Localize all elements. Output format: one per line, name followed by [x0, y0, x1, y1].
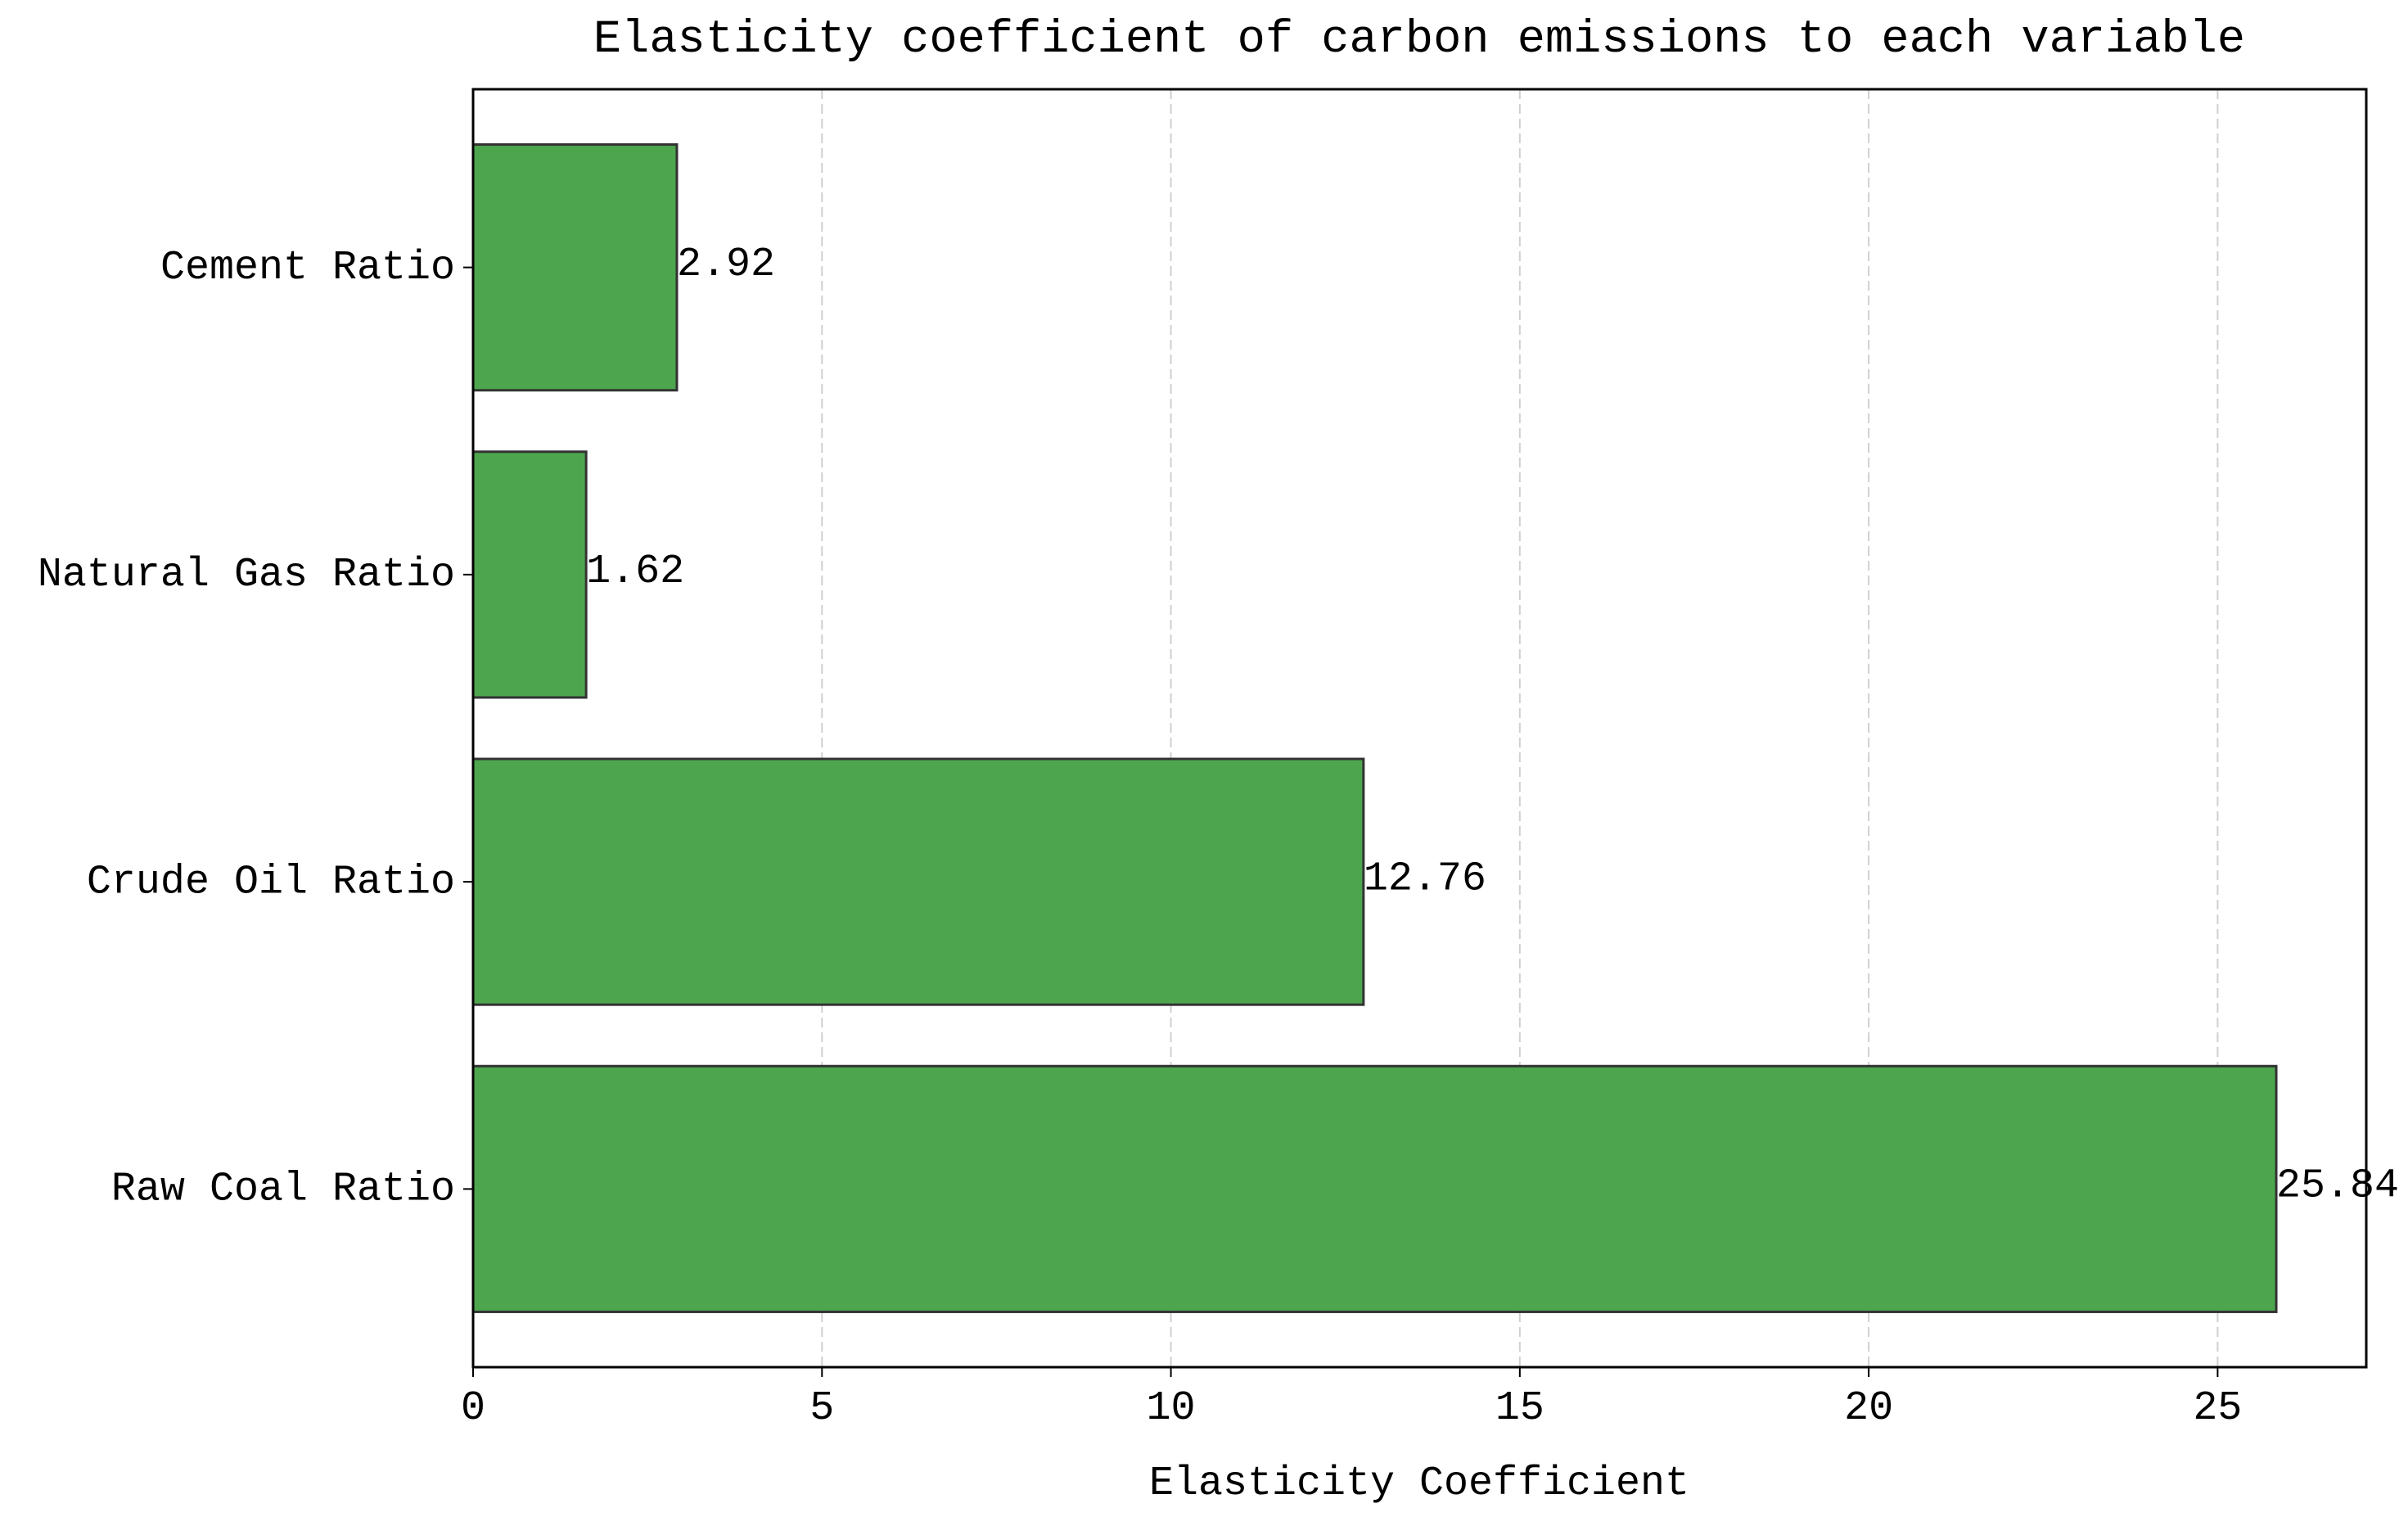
x-tick-label: 15	[1495, 1385, 1544, 1432]
bar	[471, 1064, 2278, 1313]
bar	[471, 143, 679, 392]
bar	[471, 757, 1365, 1006]
bar	[471, 450, 588, 699]
chart-title: Elasticity coefficient of carbon emissio…	[593, 14, 2245, 66]
x-tick-label: 10	[1147, 1385, 1196, 1432]
x-tick-label: 25	[2193, 1385, 2242, 1432]
x-tick-label: 5	[809, 1385, 834, 1432]
value-label: 25.84	[2276, 1163, 2399, 1210]
y-tick-label: Cement Ratio	[160, 245, 455, 291]
x-axis-label: Elasticity Coefficient	[1149, 1461, 1689, 1507]
x-tick-label: 20	[1844, 1385, 1893, 1432]
value-label: 12.76	[1364, 856, 1486, 902]
value-label: 1.62	[586, 549, 684, 595]
y-tick-label: Raw Coal Ratio	[111, 1167, 455, 1213]
value-label: 2.92	[677, 242, 775, 288]
y-tick-label: Natural Gas Ratio	[38, 552, 455, 598]
y-tick-label: Crude Oil Ratio	[87, 859, 455, 905]
x-tick-label: 0	[461, 1385, 485, 1432]
plot-frame	[471, 88, 2368, 1369]
